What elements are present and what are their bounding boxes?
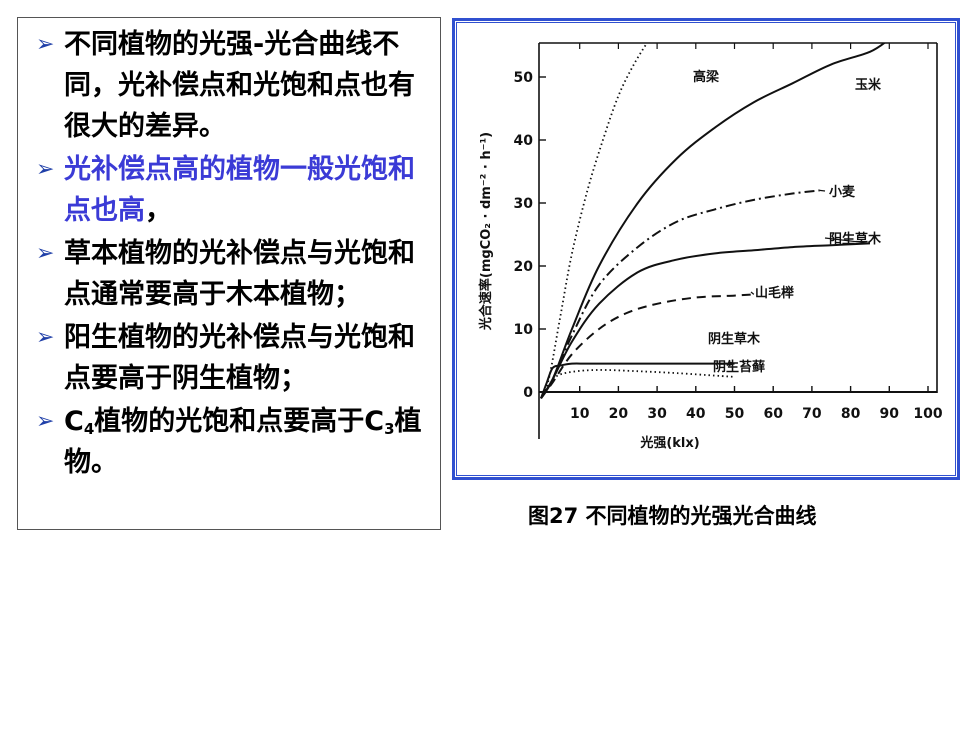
series-label-5: 山毛榉 bbox=[755, 285, 795, 301]
y-tick-label: 30 bbox=[514, 196, 534, 212]
bullet-1: ➢ 不同植物的光强-光合曲线不同，光补偿点和光饱和点也有很大的差异。 bbox=[36, 24, 432, 147]
bullet-text: 不同植物的光强-光合曲线不同，光补偿点和光饱和点也有很大的差异。 bbox=[64, 29, 415, 142]
series-label-3: 小麦 bbox=[829, 184, 856, 200]
bullet-text-part: 植物。 bbox=[64, 406, 422, 478]
y-tick-label: 10 bbox=[514, 322, 534, 338]
x-tick-label: 60 bbox=[763, 406, 783, 422]
arrow-bullet-icon: ➢ bbox=[36, 157, 55, 182]
series-label-2: 玉米 bbox=[855, 77, 882, 93]
bullet-text: 草本植物的光补偿点与光饱和点通常要高于木本植物； bbox=[64, 238, 415, 310]
series-label-6: 阴生草木 bbox=[708, 331, 761, 347]
series-line-4 bbox=[540, 242, 870, 399]
bullet-2: ➢ 光补偿点高的植物一般光饱和点也高， bbox=[36, 149, 432, 231]
bullet-3: ➢ 草本植物的光补偿点与光饱和点通常要高于木本植物； bbox=[36, 233, 432, 315]
x-tick-label: 30 bbox=[647, 406, 667, 422]
arrow-bullet-icon: ➢ bbox=[36, 325, 55, 350]
bullet-5: ➢ C4植物的光饱和点要高于C3植物。 bbox=[36, 401, 432, 483]
x-tick-label: 40 bbox=[686, 406, 706, 422]
x-tick-label: 80 bbox=[841, 406, 861, 422]
series-label-1: 高梁 bbox=[693, 69, 720, 85]
light-photosynthesis-chart: 0 10 20 30 40 50 10 20 30 40 50 60 70 80 90 100 光强(klx) 光… bbox=[478, 42, 943, 451]
x-tick-label: 90 bbox=[880, 406, 900, 422]
y-axis-label: 光合速率(mgCO₂ · dm⁻² · h⁻¹) bbox=[478, 132, 494, 331]
y-tick-label: 50 bbox=[514, 70, 534, 86]
series-line-6 bbox=[540, 362, 735, 399]
bullet-text: 阳生植物的光补偿点与光饱和点要高于阴生植物； bbox=[64, 322, 415, 394]
arrow-bullet-icon: ➢ bbox=[36, 241, 55, 266]
x-tick-label: 50 bbox=[725, 406, 745, 422]
x-tick-label: 20 bbox=[609, 406, 629, 422]
subscript: 3 bbox=[384, 420, 395, 438]
label-leader-line bbox=[824, 237, 871, 244]
text-panel: ➢ 不同植物的光强-光合曲线不同，光补偿点和光饱和点也有很大的差异。 ➢ 光补偿… bbox=[17, 17, 441, 530]
series-label-4: 阳生草木 bbox=[829, 231, 882, 247]
series-label-7: 阴生苔藓 bbox=[713, 359, 765, 375]
series-line-2 bbox=[540, 43, 886, 399]
x-tick-label: 100 bbox=[913, 406, 942, 422]
subscript: 4 bbox=[83, 420, 95, 438]
x-tick-label: 10 bbox=[570, 406, 590, 422]
figure-caption: 图27 不同植物的光强光合曲线 bbox=[528, 504, 817, 528]
series-line-1 bbox=[540, 43, 649, 399]
y-tick-label: 0 bbox=[523, 385, 533, 401]
label-leader-line bbox=[750, 291, 755, 295]
series-line-3 bbox=[540, 189, 820, 399]
label-leader-line bbox=[819, 189, 826, 192]
x-axis-label: 光强(klx) bbox=[639, 435, 699, 451]
y-tick-label: 40 bbox=[514, 133, 534, 149]
bullet-text-part: C bbox=[64, 406, 84, 437]
bullet-text-part: 植物的光饱和点要高于C bbox=[94, 406, 385, 437]
bullet-text-highlight: 光补偿点高的植物一般光饱和点也高 bbox=[64, 154, 415, 226]
arrow-bullet-icon: ➢ bbox=[36, 32, 55, 57]
arrow-bullet-icon: ➢ bbox=[36, 409, 55, 434]
x-tick-label: 70 bbox=[802, 406, 822, 422]
arrow-head bbox=[728, 360, 735, 367]
series-line-7 bbox=[540, 369, 735, 399]
bullet-4: ➢ 阳生植物的光补偿点与光饱和点要高于阴生植物； bbox=[36, 317, 432, 399]
series-line-5 bbox=[540, 293, 754, 399]
chart-frame: 0 10 20 30 40 50 10 20 30 40 50 60 70 80 90 100 光强(klx) 光… bbox=[452, 18, 960, 480]
y-tick-label: 20 bbox=[514, 259, 534, 275]
bullet-text-tail: ， bbox=[145, 195, 172, 226]
